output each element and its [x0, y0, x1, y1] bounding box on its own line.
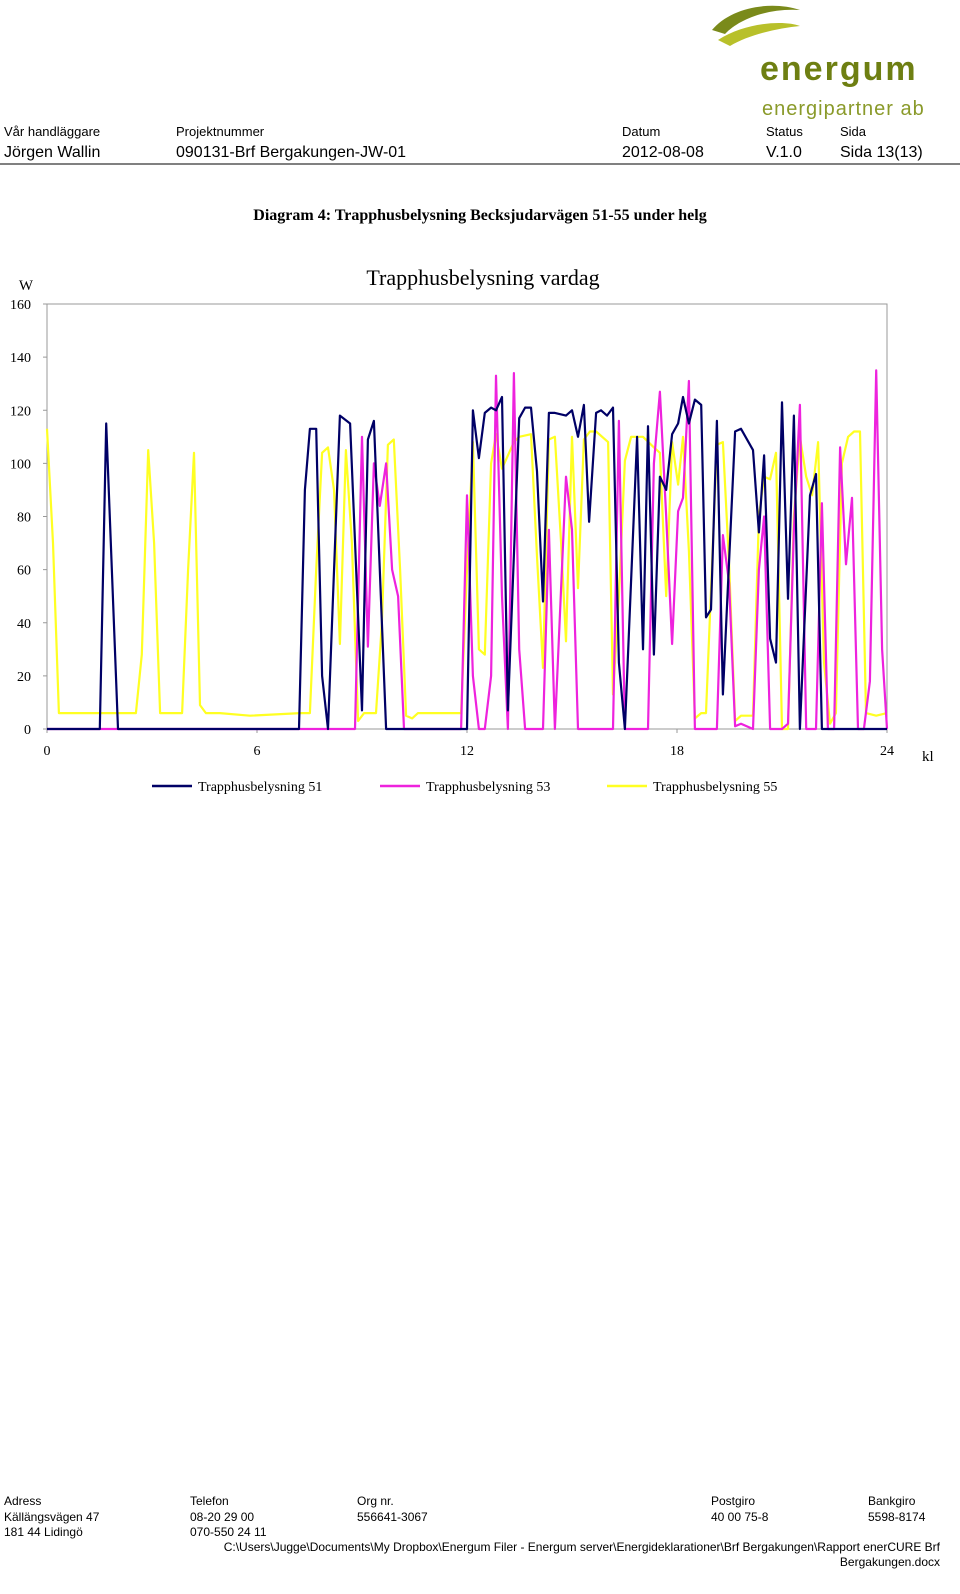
- footer-label: Postgiro: [711, 1494, 755, 1508]
- legend-label: Trapphusbelysning 51: [198, 780, 322, 795]
- header-value: 090131-Brf Bergakungen-JW-01: [176, 144, 406, 161]
- chart-title: Trapphusbelysning vardag: [366, 265, 599, 290]
- y-tick-label: 160: [10, 298, 31, 313]
- logo-swoosh: [718, 22, 800, 46]
- header-value: Sida 13(13): [840, 144, 923, 161]
- x-tick-label: 24: [880, 744, 894, 759]
- footer-text: 556641-3067: [357, 1510, 428, 1524]
- x-tick-label: 6: [254, 744, 261, 759]
- x-axis-label: kl: [922, 749, 934, 765]
- x-tick-label: 18: [670, 744, 684, 759]
- header: Vår handläggare Jörgen Wallin Projektnumme…: [4, 124, 923, 161]
- footer-label: Telefon: [190, 1494, 229, 1508]
- file-path: C:\Users\Jugge\Documents\My Dropbox\Ener…: [224, 1540, 941, 1554]
- x-tick-label: 0: [44, 744, 51, 759]
- data-line: [45, 428, 888, 731]
- y-tick-label: 0: [24, 723, 31, 738]
- footer-label: Adress: [4, 1494, 41, 1508]
- footer-text: 070-550 24 11: [190, 1525, 267, 1539]
- y-tick-label: 60: [17, 564, 31, 579]
- footer-text: 181 44 Lidingö: [4, 1525, 83, 1539]
- header-label: Projektnummer: [176, 124, 265, 139]
- footer-text: 08-20 29 00: [190, 1510, 254, 1524]
- y-tick-label: 140: [10, 351, 31, 366]
- y-tick-label: 100: [10, 457, 31, 472]
- footer-text: 5598-8174: [868, 1510, 926, 1524]
- header-label: Status: [766, 124, 803, 139]
- data-line: [47, 395, 887, 731]
- data-line: [47, 369, 889, 731]
- y-tick-label: 20: [17, 670, 31, 685]
- y-tick-label: 120: [10, 404, 31, 419]
- legend-label: Trapphusbelysning 53: [426, 780, 550, 795]
- caption: Diagram 4: Trapphusbelysning Becksjudarv…: [253, 207, 706, 224]
- legend-label: Trapphusbelysning 55: [653, 780, 777, 795]
- y-axis-label: W: [19, 278, 34, 294]
- header-label: Sida: [840, 124, 867, 139]
- chart: Trapphusbelysning vardagWkl0204060801001…: [10, 265, 934, 795]
- x-tick-label: 12: [460, 744, 474, 759]
- footer-label: Bankgiro: [868, 1494, 916, 1508]
- header-label: Vår handläggare: [4, 124, 100, 139]
- footer-text: Källängsvägen 47: [4, 1510, 100, 1524]
- logo-swoosh: [712, 5, 800, 34]
- y-tick-label: 80: [17, 511, 31, 526]
- header-value: Jörgen Wallin: [4, 144, 100, 161]
- footer-text: 40 00 75-8: [711, 1510, 769, 1524]
- footer-label: Org nr.: [357, 1494, 394, 1508]
- file-path: Bergakungen.docx: [840, 1555, 940, 1569]
- header-value: 2012-08-08: [622, 144, 704, 161]
- logo: energum energipartner ab: [712, 5, 925, 120]
- header-value: V.1.0: [766, 144, 802, 161]
- logo-tagline: energipartner ab: [762, 98, 925, 120]
- logo-name: energum: [760, 50, 918, 88]
- header-label: Datum: [622, 124, 660, 139]
- y-tick-label: 40: [17, 617, 31, 632]
